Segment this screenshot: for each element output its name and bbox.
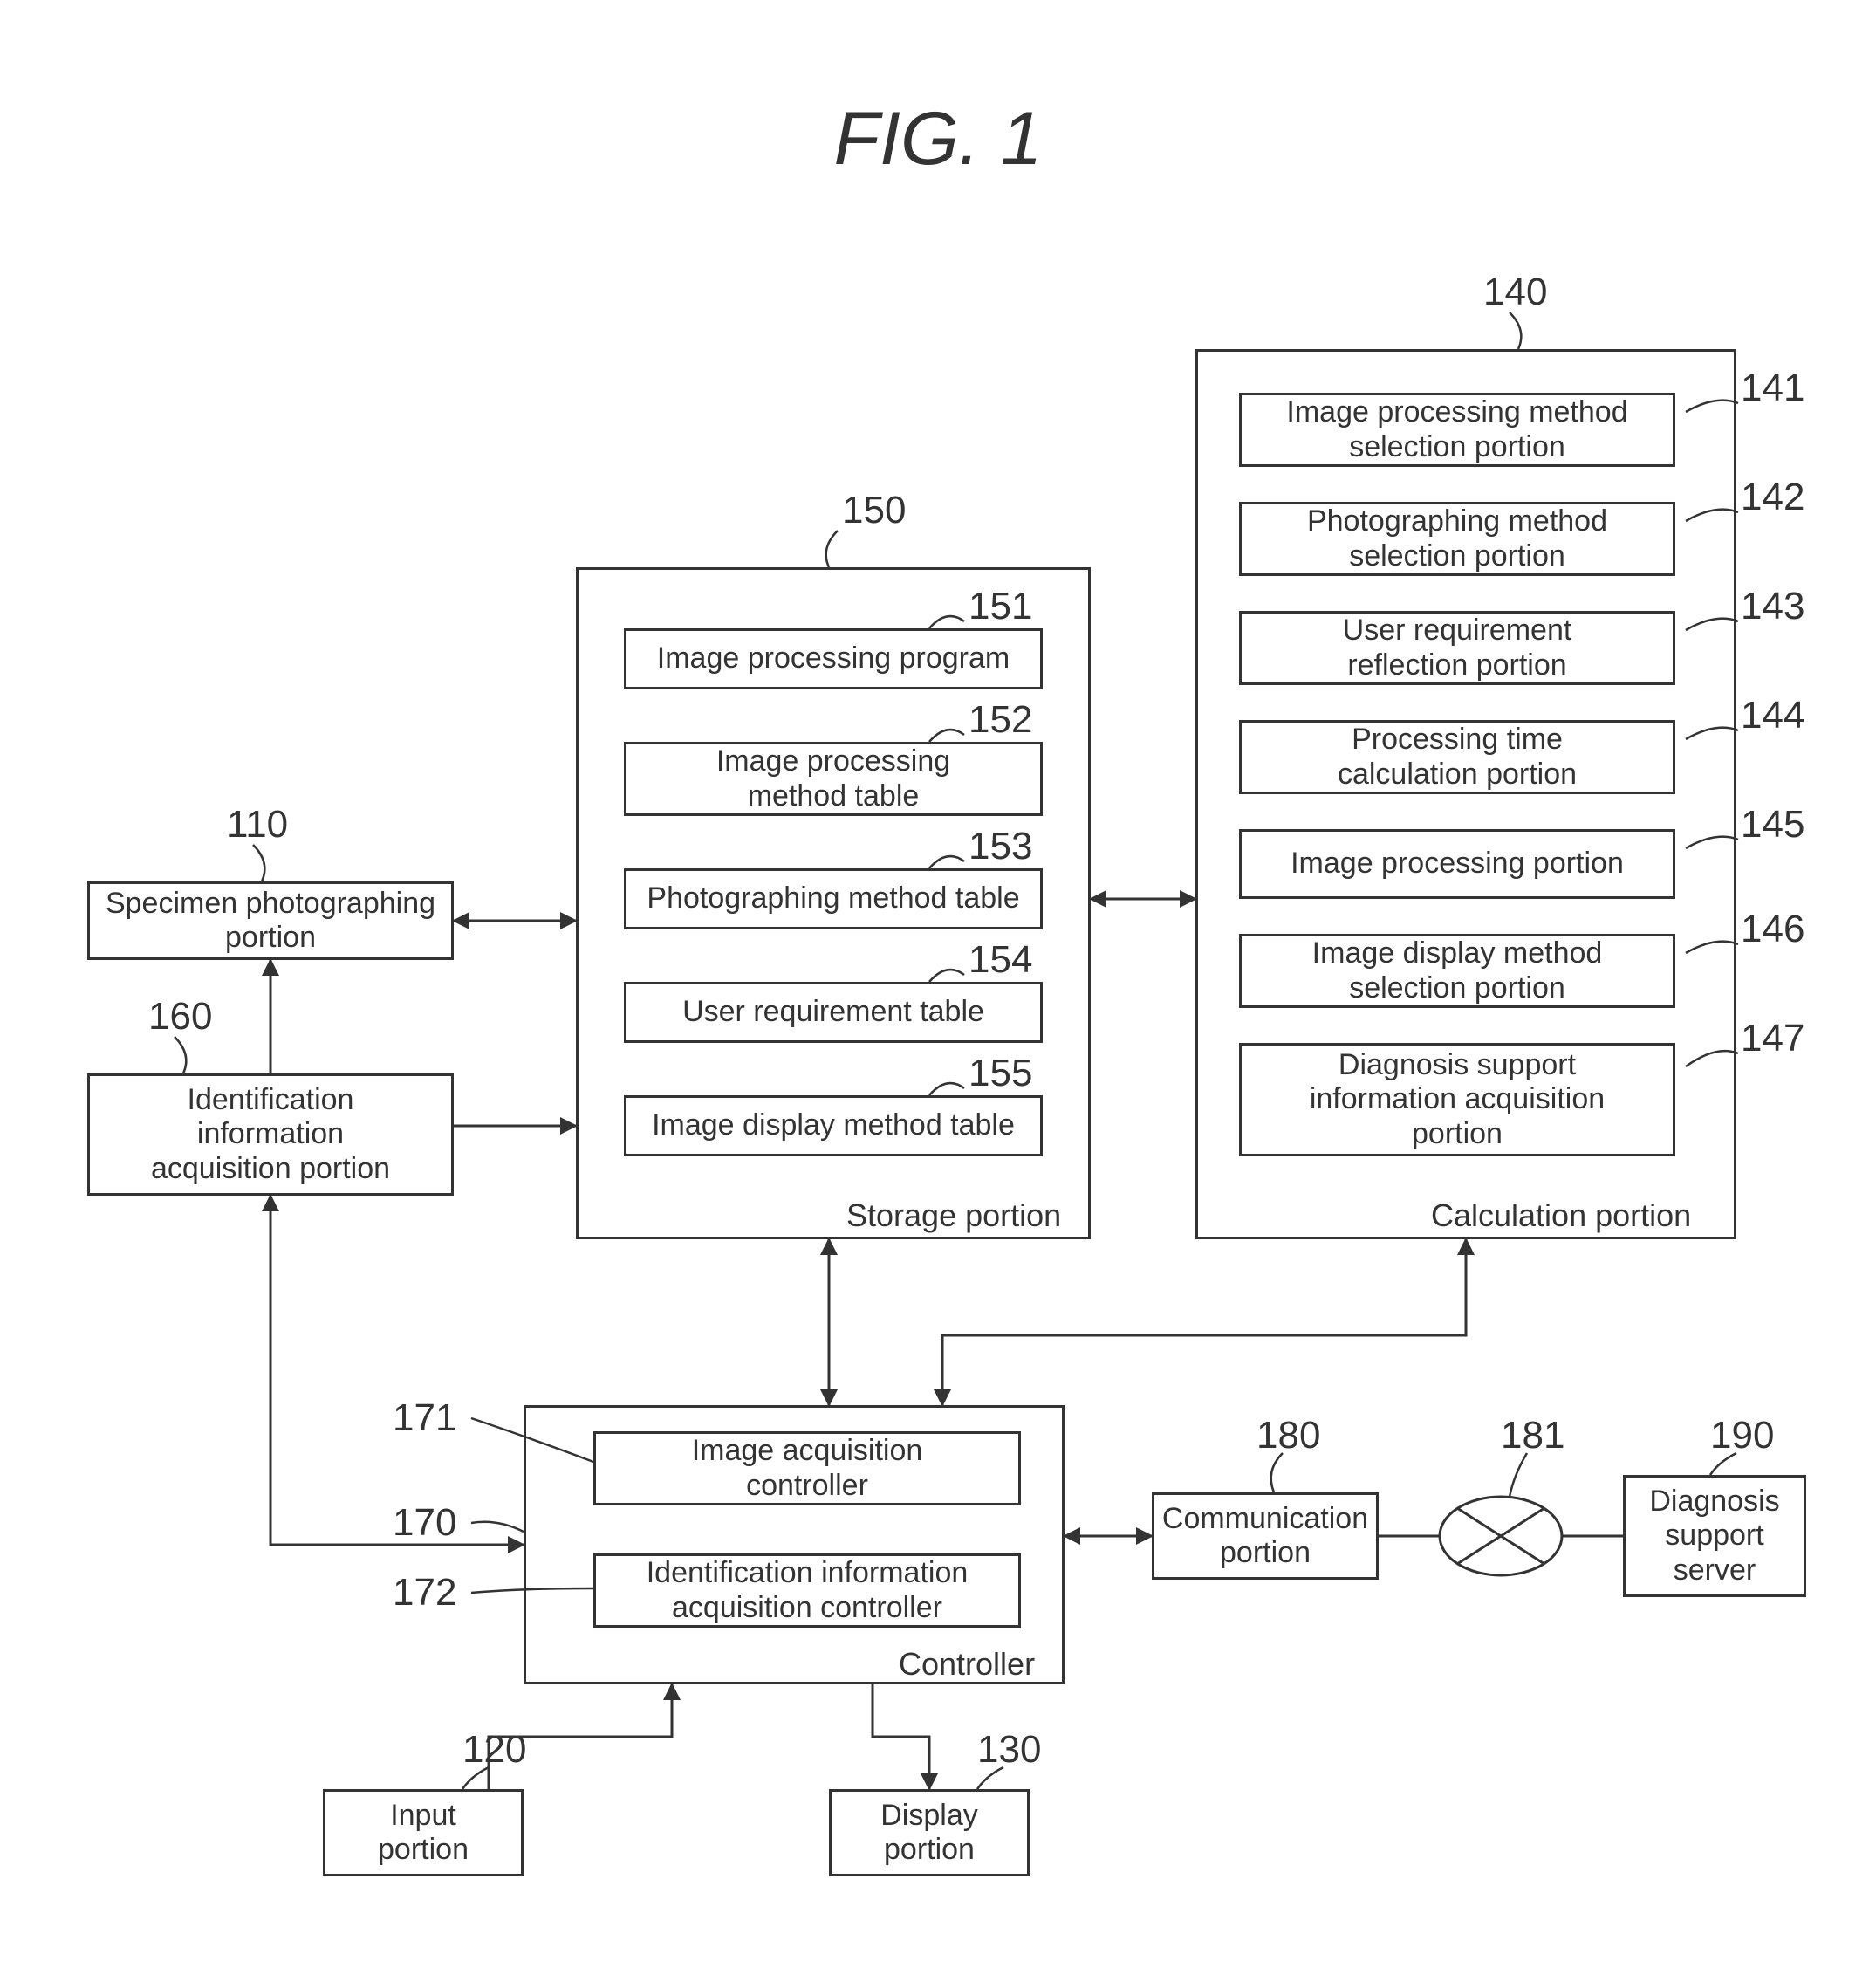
ref-154: 154 — [969, 938, 1032, 982]
display-portion: Displayportion — [829, 1789, 1030, 1876]
diagnosis-support-server: Diagnosissupportserver — [1623, 1475, 1806, 1597]
image-processing-method-table: Image processingmethod table — [624, 742, 1043, 816]
ref-147: 147 — [1741, 1017, 1804, 1060]
ref-144: 144 — [1741, 694, 1804, 737]
ref-170: 170 — [393, 1501, 456, 1545]
processing-time-calculation-portion: Processing timecalculation portion — [1239, 720, 1675, 794]
ref-143: 143 — [1741, 585, 1804, 628]
calculation-portion-label: Calculation portion — [1431, 1197, 1691, 1234]
photographing-method-selection-portion: Photographing methodselection portion — [1239, 502, 1675, 576]
controller-label: Controller — [899, 1646, 1035, 1683]
ref-130: 130 — [977, 1728, 1041, 1772]
ref-171: 171 — [393, 1396, 456, 1440]
figure-stage: FIG. 1 Storage portion Calculation porti… — [0, 0, 1876, 1975]
user-requirement-table: User requirement table — [624, 982, 1043, 1043]
ref-141: 141 — [1741, 367, 1804, 410]
ref-172: 172 — [393, 1571, 456, 1615]
storage-portion-label: Storage portion — [846, 1197, 1061, 1234]
ref-120: 120 — [462, 1728, 526, 1772]
image-display-method-table: Image display method table — [624, 1095, 1043, 1156]
ref-146: 146 — [1741, 908, 1804, 951]
identification-info-acquisition-portion: Identificationinformationacquisition por… — [87, 1073, 454, 1196]
identification-info-acquisition-controller: Identification informationacquisition co… — [593, 1553, 1021, 1628]
ref-140: 140 — [1483, 271, 1547, 314]
ref-110: 110 — [227, 803, 288, 847]
communication-portion: Communicationportion — [1152, 1492, 1379, 1580]
user-requirement-reflection-portion: User requirementreflection portion — [1239, 611, 1675, 685]
ref-152: 152 — [969, 698, 1032, 742]
image-display-method-selection-portion: Image display methodselection portion — [1239, 934, 1675, 1008]
figure-title: FIG. 1 — [0, 96, 1876, 182]
ref-180: 180 — [1256, 1414, 1320, 1457]
photographing-method-table: Photographing method table — [624, 868, 1043, 929]
image-processing-portion: Image processing portion — [1239, 829, 1675, 899]
ref-153: 153 — [969, 825, 1032, 868]
ref-145: 145 — [1741, 803, 1804, 847]
ref-155: 155 — [969, 1052, 1032, 1095]
ref-160: 160 — [148, 995, 212, 1039]
ref-142: 142 — [1741, 476, 1804, 519]
ref-151: 151 — [969, 585, 1032, 628]
input-portion: Inputportion — [323, 1789, 524, 1876]
ref-181: 181 — [1501, 1414, 1564, 1457]
image-acquisition-controller: Image acquisitioncontroller — [593, 1431, 1021, 1505]
specimen-photographing-portion: Specimen photographingportion — [87, 881, 454, 960]
image-processing-program: Image processing program — [624, 628, 1043, 689]
image-processing-method-selection-portion: Image processing methodselection portion — [1239, 393, 1675, 467]
ref-190: 190 — [1710, 1414, 1774, 1457]
ref-150: 150 — [842, 489, 906, 532]
diagnosis-support-info-acquisition-portion: Diagnosis supportinformation acquisition… — [1239, 1043, 1675, 1156]
